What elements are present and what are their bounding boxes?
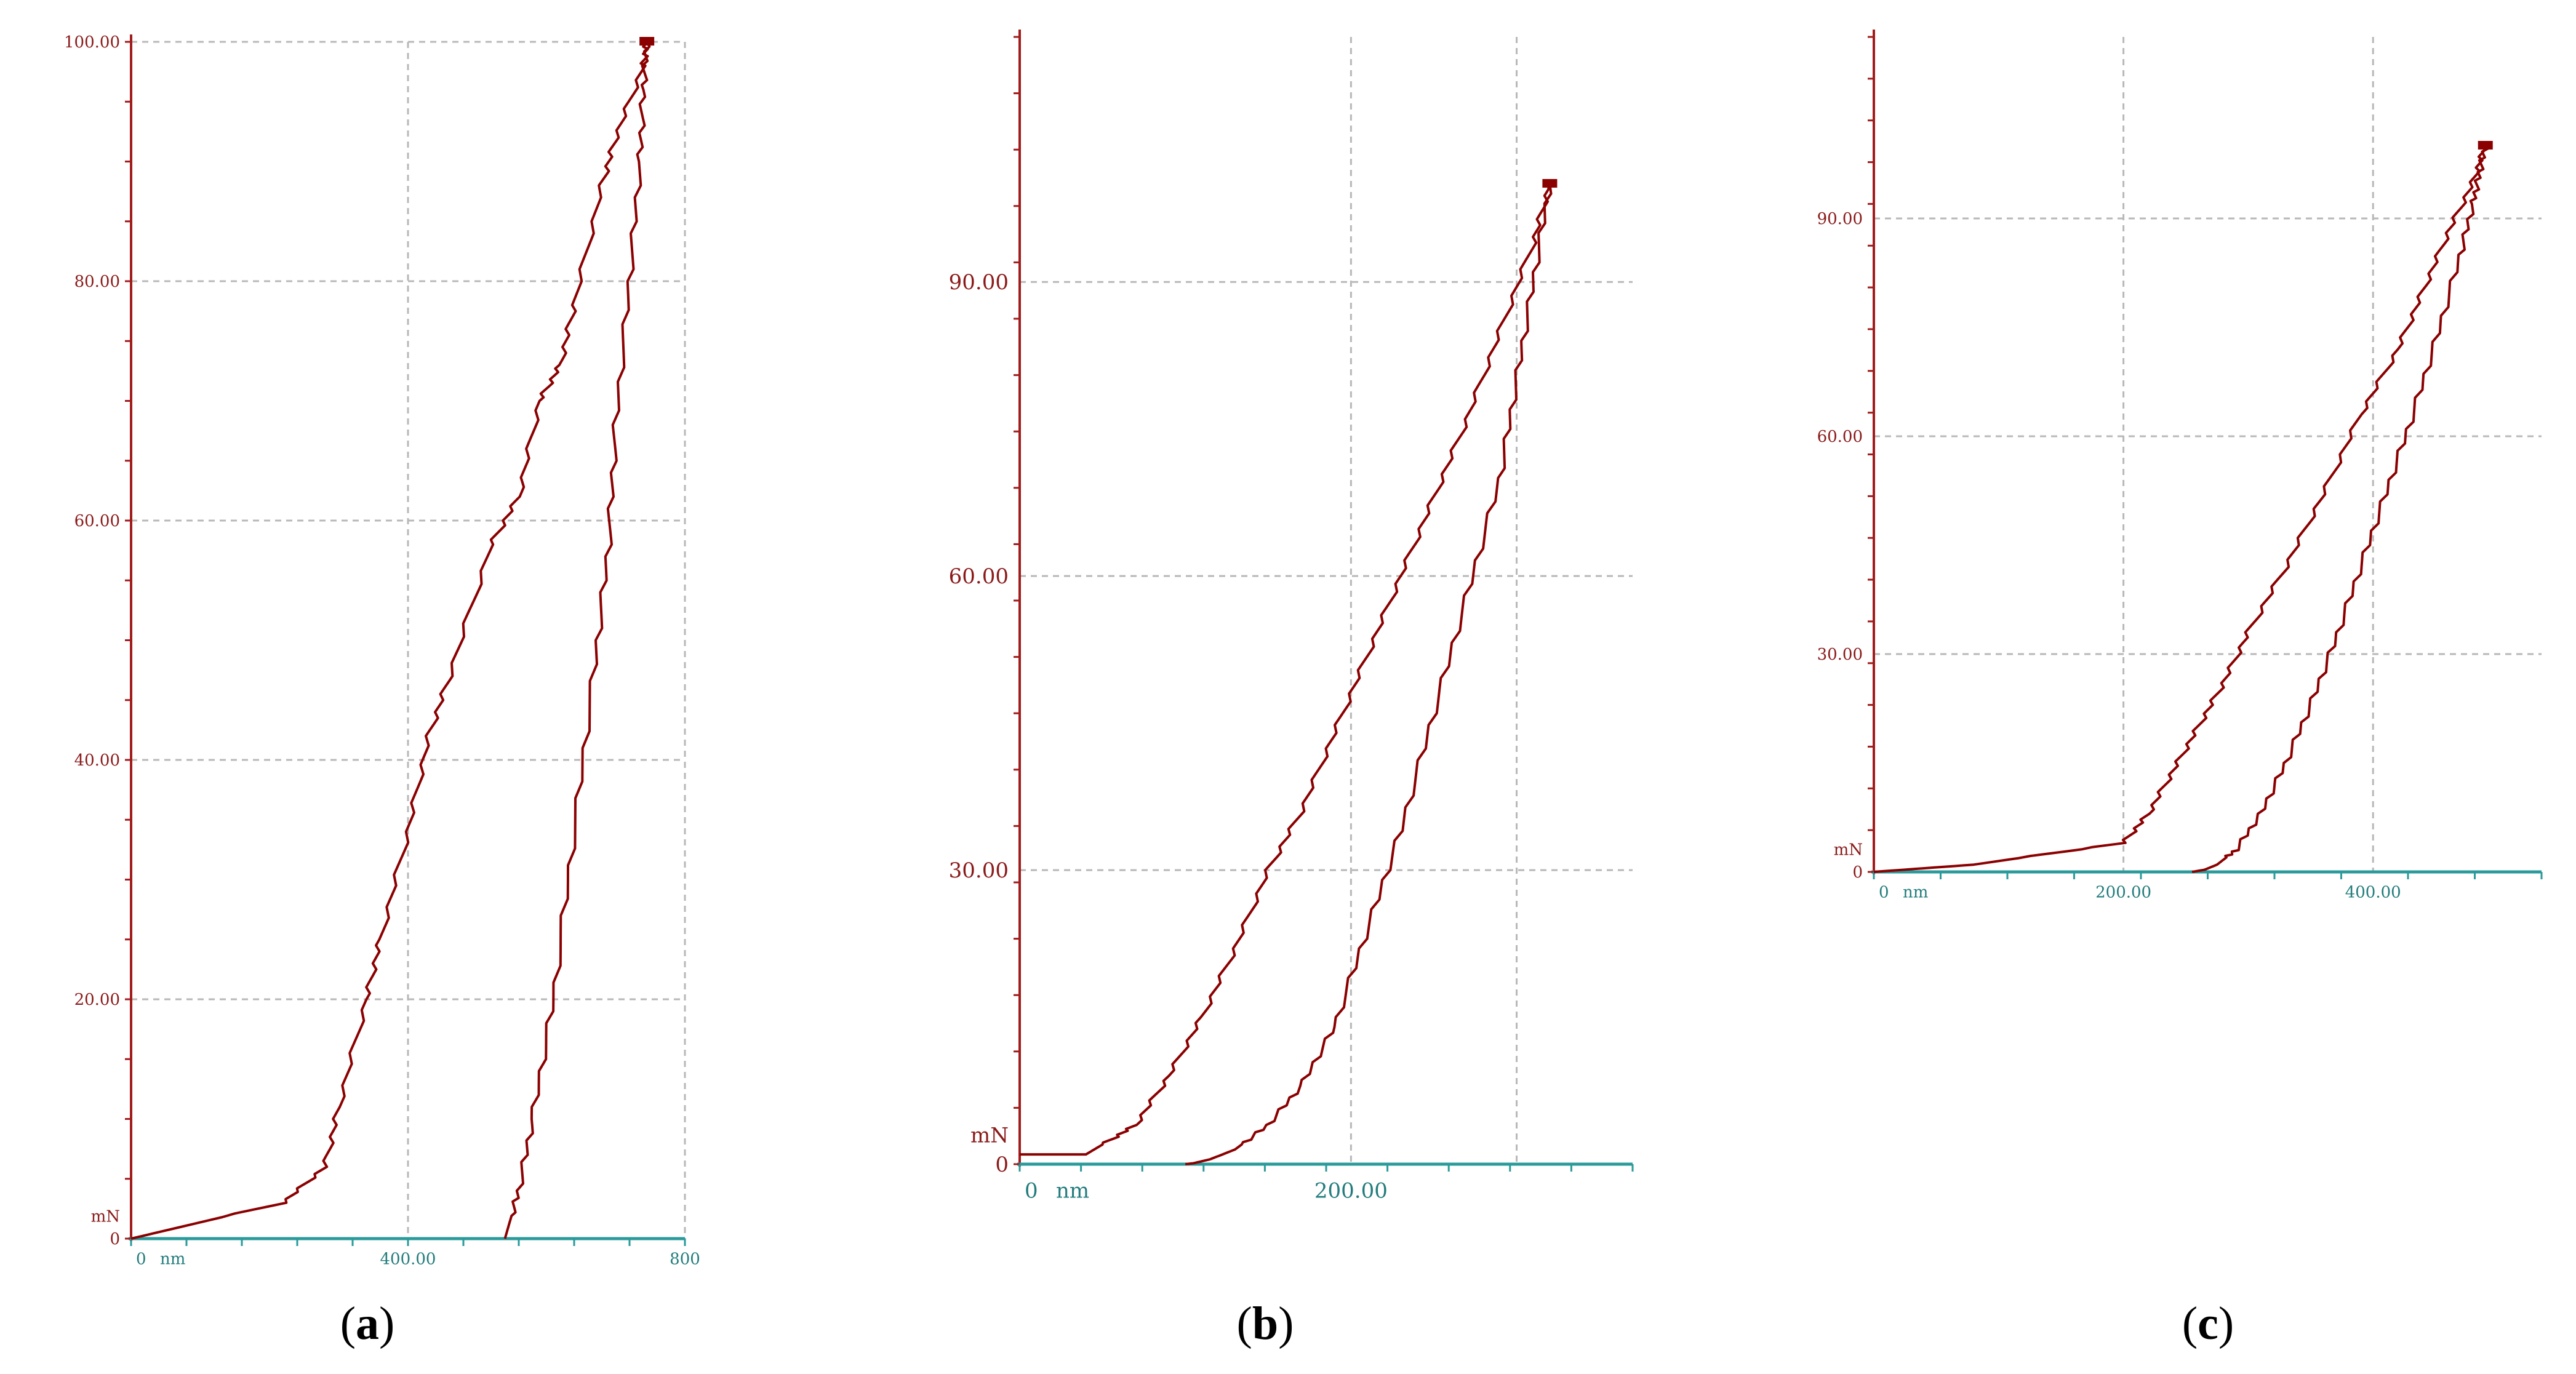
caption-b: (b) xyxy=(1236,1298,1294,1349)
chart-c: 0 30.00 60.00 90.00 mN 0 200.00 400.00 nm xyxy=(1817,30,2543,902)
peak-marker xyxy=(1542,178,1558,188)
caption-c: (c) xyxy=(2182,1298,2234,1349)
curve-unloading xyxy=(2191,145,2489,873)
y-tick-label: 0 xyxy=(110,1230,120,1248)
curve-unloading xyxy=(503,41,651,1239)
y-tick-label: 30.00 xyxy=(1817,645,1863,664)
y-tick-label: 60.00 xyxy=(1817,428,1863,446)
curve-loading xyxy=(130,41,649,1240)
x-unit-label: nm xyxy=(160,1250,185,1269)
x-tick-label: 400.00 xyxy=(380,1250,436,1269)
y-tick-label: 30.00 xyxy=(949,858,1009,883)
peak-marker xyxy=(2478,141,2493,150)
y-tick-label: 100.00 xyxy=(64,33,120,52)
chart-b: 0 30.00 60.00 90.00 mN 0 200.00 nm xyxy=(949,30,1634,1203)
caption-a: (a) xyxy=(340,1298,395,1349)
curve-unloading xyxy=(1185,183,1553,1165)
y-tick-label: 40.00 xyxy=(74,751,120,770)
curve-loading xyxy=(1020,183,1551,1156)
x-tick-label: 400.00 xyxy=(2345,884,2401,902)
y-tick-label: 0 xyxy=(995,1152,1009,1177)
chart-a: 0 20.00 40.00 60.00 80.00 100.00 mN 0 400.00 800 n… xyxy=(64,33,700,1269)
x-unit-label: nm xyxy=(1903,884,1928,902)
x-tick-label: 800 xyxy=(670,1250,700,1269)
x-unit-label: nm xyxy=(1056,1178,1089,1203)
y-unit-label: mN xyxy=(970,1123,1009,1148)
y-tick-label: 90.00 xyxy=(1817,210,1863,228)
x-tick-label: 0 xyxy=(1025,1178,1038,1203)
peak-marker xyxy=(639,37,655,46)
x-tick-label: 200.00 xyxy=(2095,884,2151,902)
y-tick-label: 0 xyxy=(1852,863,1863,882)
x-tick-label: 0 xyxy=(136,1250,146,1269)
y-unit-label: mN xyxy=(91,1208,120,1226)
y-tick-label: 20.00 xyxy=(74,991,120,1009)
y-tick-label: 90.00 xyxy=(949,270,1009,295)
y-tick-label: 80.00 xyxy=(74,273,120,291)
y-tick-label: 60.00 xyxy=(949,564,1009,589)
y-tick-label: 60.00 xyxy=(74,512,120,530)
x-tick-label: 0 xyxy=(1879,884,1889,902)
curve-loading xyxy=(1873,145,2487,873)
y-unit-label: mN xyxy=(1834,841,1863,860)
x-tick-label: 200.00 xyxy=(1314,1178,1388,1203)
